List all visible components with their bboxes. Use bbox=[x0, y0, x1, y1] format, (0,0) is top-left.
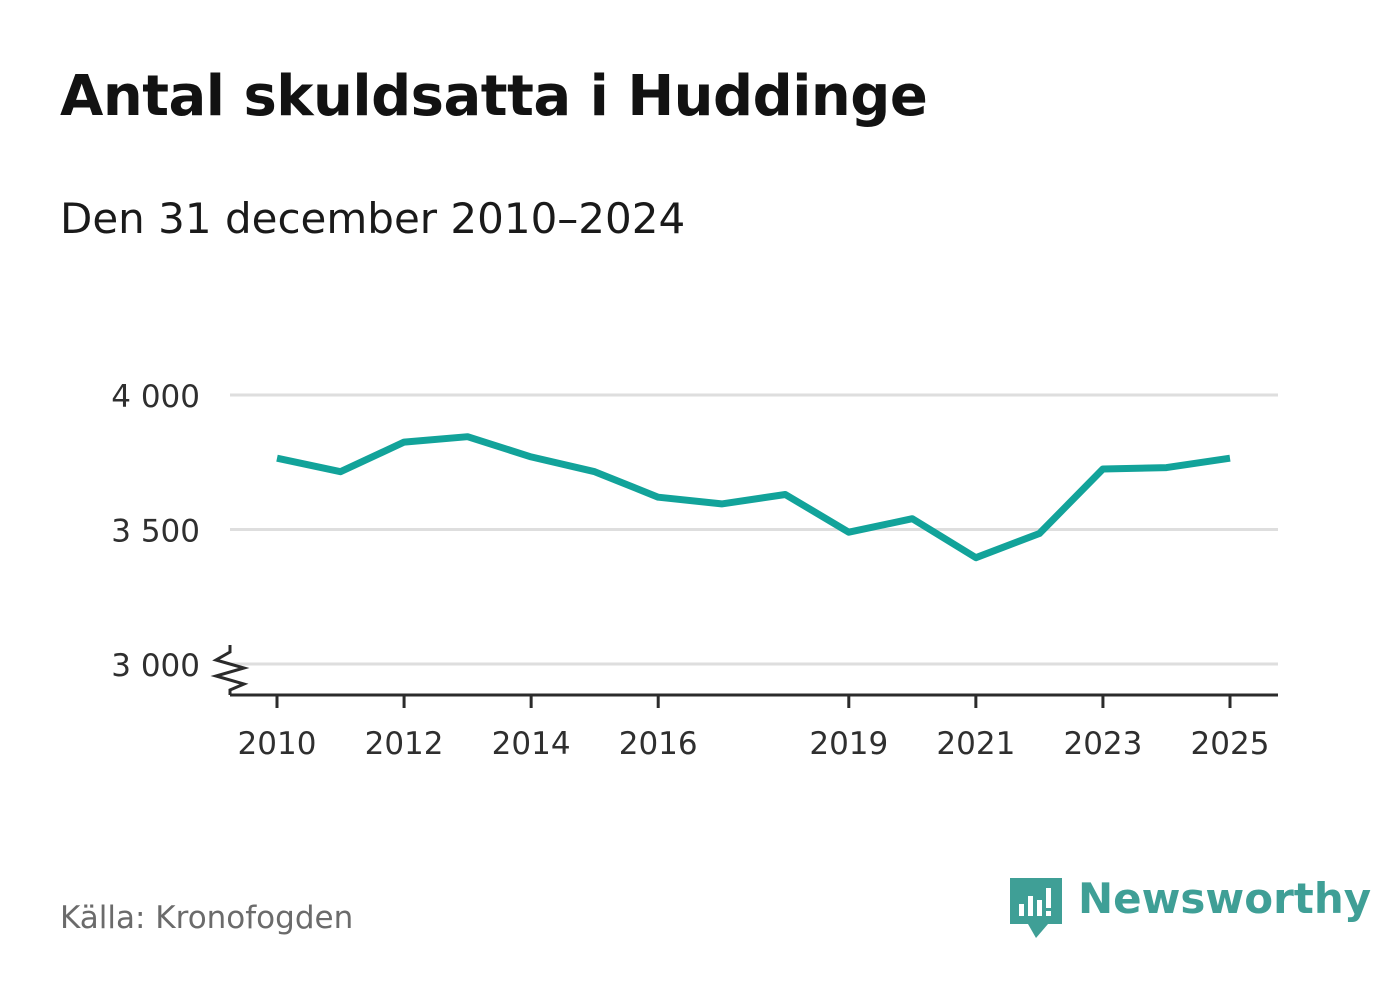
y-axis-break-marker bbox=[210, 645, 250, 695]
grid-lines bbox=[230, 393, 1278, 666]
source-note: Källa: Kronofogden bbox=[60, 900, 354, 936]
x-tick-label-2016: 2016 bbox=[619, 726, 698, 762]
newsworthy-logo: Newsworthy bbox=[1010, 874, 1371, 940]
x-tick-label-2025: 2025 bbox=[1191, 726, 1270, 762]
x-tick-label-2014: 2014 bbox=[492, 726, 571, 762]
chart-subtitle: Den 31 december 2010–2024 bbox=[60, 194, 686, 243]
newsworthy-logo-icon bbox=[1010, 878, 1062, 938]
newsworthy-logo-text: Newsworthy bbox=[1078, 874, 1372, 923]
y-tick-label-3000: 3 000 bbox=[111, 648, 200, 684]
x-tick-label-2012: 2012 bbox=[365, 726, 444, 762]
series-layer bbox=[276, 433, 1231, 562]
y-axis-labels: 3 000 3 500 4 000 bbox=[111, 379, 200, 684]
x-axis bbox=[210, 645, 1278, 708]
x-tick-label-2021: 2021 bbox=[936, 726, 1015, 762]
chart-title: Antal skuldsatta i Huddinge bbox=[60, 64, 928, 129]
y-tick-label-4000: 4 000 bbox=[111, 379, 200, 415]
x-axis-labels: 2010 2012 2014 2016 2019 2021 2023 2025 bbox=[238, 726, 1270, 762]
series-line-0 bbox=[276, 433, 1231, 562]
y-tick-label-3500: 3 500 bbox=[111, 514, 200, 550]
x-tick-label-2010: 2010 bbox=[238, 726, 317, 762]
x-tick-label-2023: 2023 bbox=[1063, 726, 1142, 762]
x-tick-label-2019: 2019 bbox=[809, 726, 888, 762]
